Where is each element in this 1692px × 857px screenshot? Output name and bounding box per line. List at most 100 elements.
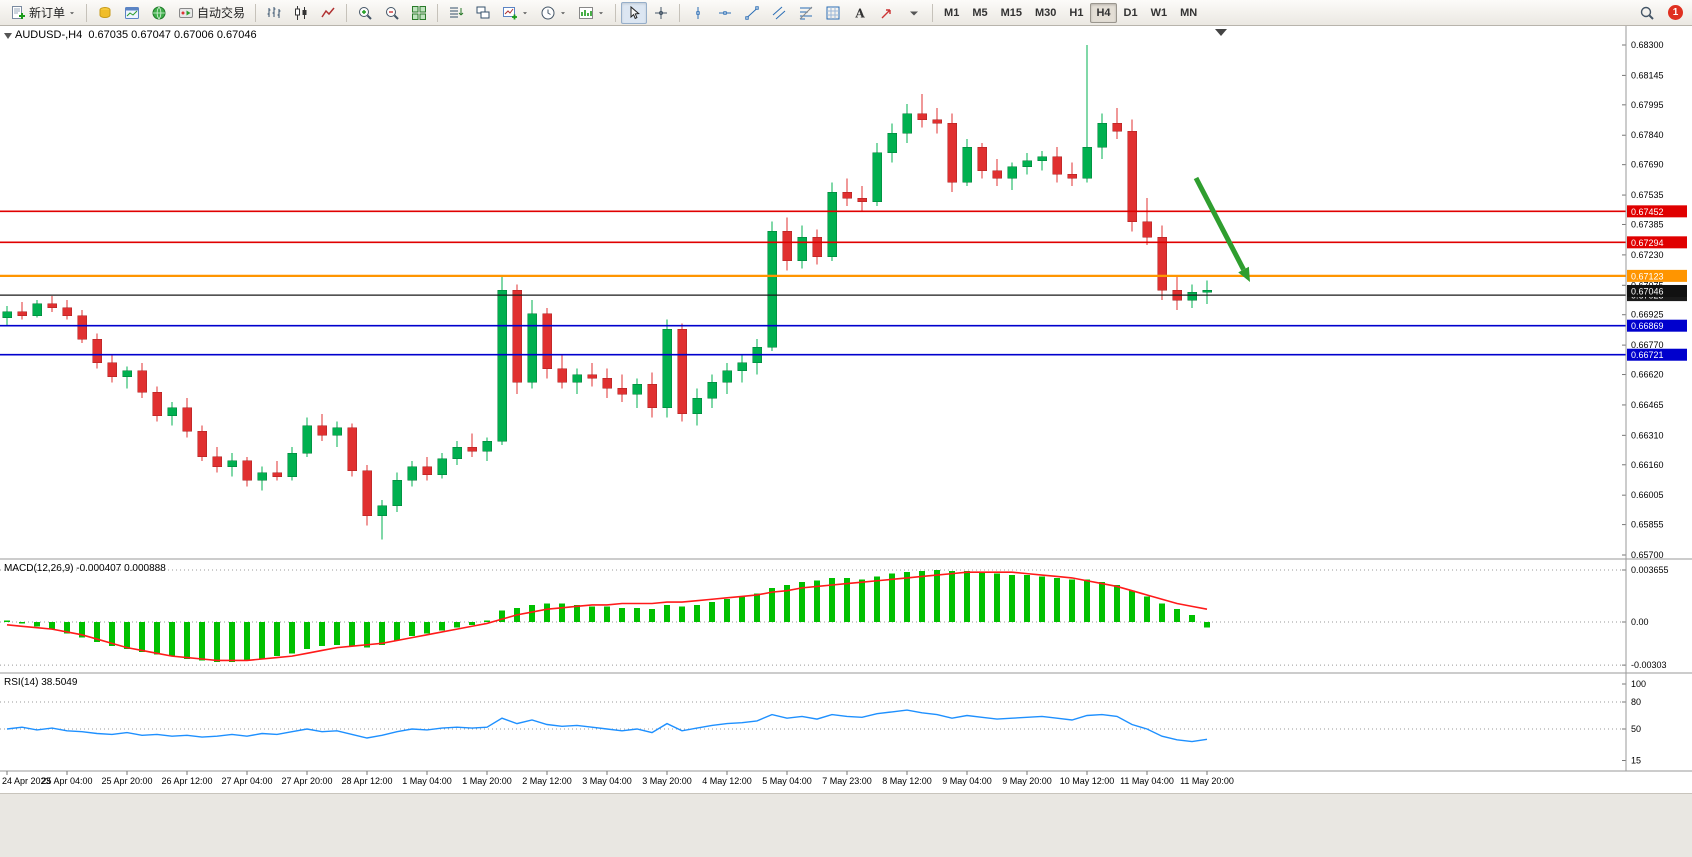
coins-icon	[99, 6, 111, 18]
caret-icon	[561, 11, 566, 14]
candle	[167, 402, 177, 426]
candle	[347, 423, 357, 477]
vertical-line-button[interactable]	[685, 2, 711, 24]
timeframe-button-h1[interactable]: H1	[1069, 6, 1084, 19]
arrows-button[interactable]	[874, 2, 900, 24]
candles-icon	[295, 5, 307, 20]
arrange-icon	[450, 7, 464, 17]
bars-icon	[267, 6, 281, 18]
tile-icon	[412, 5, 427, 20]
timeframe-button-mn[interactable]: MN	[1180, 6, 1198, 19]
candle	[392, 472, 402, 512]
charts-window-button[interactable]	[119, 2, 145, 24]
indicators-button[interactable]	[573, 2, 610, 24]
svg-text:0.66160: 0.66160	[1631, 460, 1664, 470]
candle	[827, 182, 837, 261]
caret-icon	[70, 11, 75, 14]
chart-symbol-period: AUDUSD-,H4	[15, 29, 83, 41]
line-chart-button[interactable]	[315, 2, 341, 24]
arrange-windows-button[interactable]	[443, 2, 469, 24]
new-chart-button[interactable]	[497, 2, 534, 24]
zoom-out-icon	[386, 6, 399, 20]
candle	[1052, 147, 1062, 183]
candle	[1097, 113, 1107, 159]
timeframe-button-m1[interactable]: M1	[944, 6, 960, 19]
community-button[interactable]	[146, 2, 172, 24]
macd-panel[interactable]: 0.003655 0.00 -0.00303	[0, 565, 1669, 670]
candle	[1112, 107, 1122, 140]
trend-arrow-object[interactable]	[1193, 176, 1250, 282]
svg-text:0.66005: 0.66005	[1631, 490, 1664, 500]
rsi-line	[6, 709, 1208, 743]
text-icon: A	[854, 6, 865, 20]
svg-text:0.66620: 0.66620	[1631, 370, 1664, 380]
new-order-icon	[12, 5, 25, 19]
one-click-trading-toggle-icon[interactable]	[4, 33, 12, 39]
toolbar-separator	[932, 3, 934, 22]
candle	[467, 433, 477, 457]
candle	[152, 386, 162, 422]
chart-shift-marker-icon[interactable]	[1215, 29, 1227, 36]
candlestick-chart-button[interactable]	[288, 2, 314, 24]
chart-title: AUDUSD-,H4 0.67035 0.67047 0.67006 0.670…	[15, 29, 257, 41]
cascade-windows-button[interactable]	[470, 2, 496, 24]
fibonacci-button[interactable]	[793, 2, 819, 24]
candle	[917, 94, 927, 128]
svg-text:0.67690: 0.67690	[1631, 160, 1664, 170]
horizontal-line-objects[interactable]: 0.674520.672940.671230.670250.668690.667…	[0, 205, 1687, 361]
candle	[797, 225, 807, 269]
svg-text:0.65855: 0.65855	[1631, 520, 1664, 530]
candle	[122, 366, 132, 389]
candle	[407, 460, 417, 487]
svg-text:0.66721: 0.66721	[1631, 350, 1664, 360]
candle	[842, 178, 852, 206]
auto-trading-button[interactable]: 自动交易	[173, 2, 250, 24]
zoom-in-button[interactable]	[352, 2, 378, 24]
panel-separators[interactable]	[0, 26, 1692, 772]
candle	[1157, 225, 1167, 300]
shapes-button[interactable]	[820, 2, 846, 24]
crosshair-button[interactable]	[648, 2, 674, 24]
timeframe-button-h4[interactable]: H4	[1090, 2, 1117, 23]
candle	[1127, 119, 1137, 232]
timeframe-button-m15[interactable]: M15	[1000, 6, 1022, 19]
candle	[437, 453, 447, 479]
chart-canvas[interactable]: 0.68300 0.68145 0.67995 0.67840 0.67690 0.675…	[0, 26, 1692, 793]
tile-windows-button[interactable]	[406, 2, 432, 24]
candle	[587, 362, 597, 387]
candle	[992, 158, 1002, 187]
candle	[227, 453, 237, 477]
cascade-icon	[476, 6, 490, 18]
rsi-panel[interactable]: 100 80 50 15	[0, 679, 1646, 766]
text-label-button[interactable]: A	[847, 2, 873, 24]
candle	[542, 307, 552, 379]
candle	[212, 447, 222, 473]
trendline-button[interactable]	[739, 2, 765, 24]
indicators-icon	[579, 6, 594, 19]
timeframe-button-d1[interactable]: D1	[1123, 6, 1138, 19]
cursor-button[interactable]	[621, 1, 648, 24]
candles-layer	[2, 45, 1212, 540]
notification-badge[interactable]: 1	[1668, 5, 1683, 20]
line-price-badge	[1627, 348, 1687, 361]
periods-button[interactable]	[535, 2, 572, 24]
line-price-badge	[1627, 236, 1687, 249]
candle	[377, 500, 387, 540]
search-icon	[1640, 6, 1654, 20]
channel-button[interactable]	[766, 2, 792, 24]
new-order-button[interactable]: 新订单	[5, 2, 81, 24]
zoom-out-button[interactable]	[379, 2, 405, 24]
fibo-icon	[799, 6, 813, 19]
market-button[interactable]	[92, 2, 118, 24]
globe-icon	[152, 6, 166, 19]
svg-text:100: 100	[1631, 679, 1646, 689]
timeframe-button-w1[interactable]: W1	[1150, 6, 1168, 19]
horizontal-line-button[interactable]	[712, 2, 738, 24]
more-objects-button[interactable]	[901, 2, 927, 24]
search-button[interactable]	[1634, 2, 1660, 24]
chart-window[interactable]: AUDUSD-,H4 0.67035 0.67047 0.67006 0.670…	[0, 26, 1692, 793]
timeframe-button-m30[interactable]: M30	[1035, 6, 1057, 19]
timeframe-button-m5[interactable]: M5	[972, 6, 988, 19]
bar-chart-button[interactable]	[261, 2, 287, 24]
